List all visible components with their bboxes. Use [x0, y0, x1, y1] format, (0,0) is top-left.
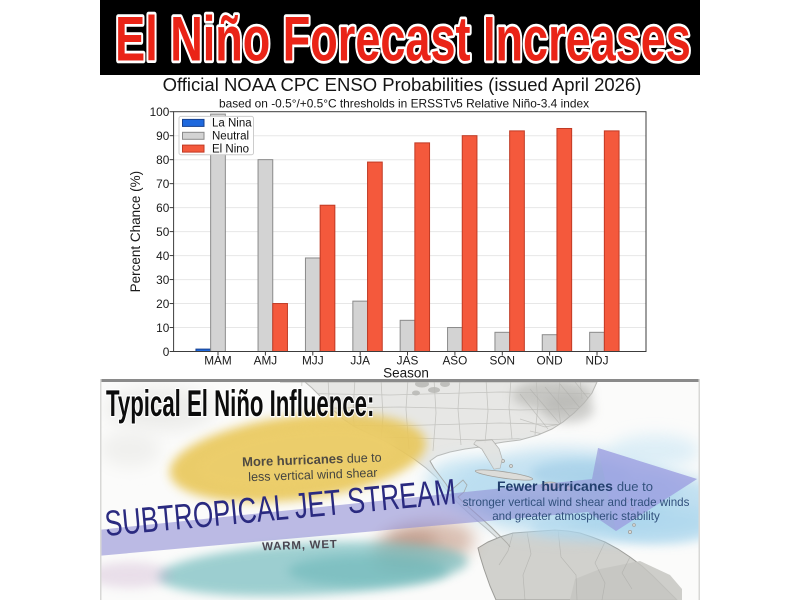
svg-text:WARM, WET: WARM, WET — [262, 539, 338, 554]
svg-text:OND: OND — [536, 354, 562, 368]
svg-text:La Nina: La Nina — [212, 118, 252, 130]
svg-text:Neutral: Neutral — [212, 131, 249, 143]
svg-text:10: 10 — [156, 321, 170, 335]
svg-text:ASO: ASO — [442, 354, 467, 368]
svg-text:SON: SON — [490, 354, 516, 368]
svg-text:Official NOAA CPC ENSO Probabi: Official NOAA CPC ENSO Probabilities (is… — [163, 75, 642, 95]
svg-text:Percent Chance (%): Percent Chance (%) — [128, 171, 143, 293]
svg-text:60: 60 — [156, 201, 170, 215]
svg-text:JAS: JAS — [397, 354, 419, 368]
svg-text:Typical El Niño Influence:: Typical El Niño Influence: — [106, 383, 374, 424]
svg-text:Season: Season — [383, 366, 429, 380]
svg-text:40: 40 — [156, 249, 170, 263]
svg-text:El Nino: El Nino — [212, 143, 249, 155]
svg-text:100: 100 — [150, 105, 170, 119]
svg-text:30: 30 — [156, 273, 170, 287]
svg-text:Fewer hurricanes due to: Fewer hurricanes due to — [497, 478, 653, 494]
svg-text:0: 0 — [163, 345, 170, 359]
svg-text:90: 90 — [156, 129, 170, 143]
svg-text:20: 20 — [156, 297, 170, 311]
svg-text:MJJ: MJJ — [302, 354, 324, 368]
svg-text:less vertical wind shear: less vertical wind shear — [248, 466, 378, 485]
svg-text:50: 50 — [156, 225, 170, 239]
svg-text:JJA: JJA — [350, 354, 370, 368]
svg-text:based on -0.5°/+0.5°C threshol: based on -0.5°/+0.5°C thresholds in ERSS… — [219, 97, 589, 111]
svg-text:70: 70 — [156, 177, 170, 191]
svg-text:El Niño Forecast Increases: El Niño Forecast Increases — [115, 3, 691, 74]
svg-text:and greater atmospheric stabil: and greater atmospheric stability — [492, 510, 660, 523]
svg-text:NDJ: NDJ — [586, 354, 609, 368]
svg-text:AMJ: AMJ — [254, 354, 278, 368]
svg-text:80: 80 — [156, 153, 170, 167]
svg-text:More hurricanes due to: More hurricanes due to — [242, 450, 382, 470]
svg-text:stronger vertical wind shear a: stronger vertical wind shear and trade w… — [463, 496, 690, 509]
svg-text:MAM: MAM — [204, 354, 232, 368]
